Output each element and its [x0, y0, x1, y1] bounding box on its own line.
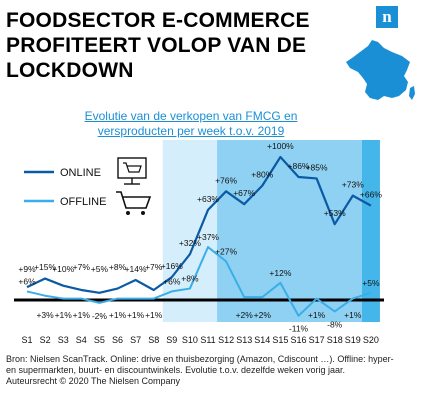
data-label: +1%	[308, 310, 326, 320]
source-footnote: Bron: Nielsen ScanTrack. Online: drive e…	[6, 354, 418, 387]
x-tick-label: S14	[254, 335, 270, 345]
x-tick-label: S5	[94, 335, 105, 345]
x-tick-label: S19	[345, 335, 361, 345]
data-label: +15%	[34, 262, 56, 272]
data-label: +53%	[324, 208, 346, 218]
data-label: +6%	[163, 276, 181, 286]
data-label: +7%	[145, 262, 163, 272]
cart-wheel	[126, 211, 130, 215]
shopping-cart-icon	[116, 191, 152, 209]
data-label: +16%	[161, 261, 183, 271]
x-tick-label: S17	[309, 335, 325, 345]
data-label: +10%	[52, 264, 74, 274]
page-title: FOODSECTOR E-COMMERCE PROFITEERT VOLOP V…	[6, 8, 336, 83]
lockdown-band	[361, 140, 380, 322]
data-label: +67%	[233, 188, 255, 198]
x-tick-label: S18	[327, 335, 343, 345]
chart-title-line: Evolutie van de verkopen van FMCG en	[84, 109, 298, 123]
data-label: +63%	[197, 194, 219, 204]
data-label: +2%	[254, 310, 272, 320]
data-label: +9%	[18, 264, 36, 274]
data-label: +3%	[36, 310, 54, 320]
x-tick-label: S20	[363, 335, 379, 345]
data-label: +80%	[251, 170, 273, 180]
data-label: +5%	[91, 264, 109, 274]
data-label: +32%	[179, 238, 201, 248]
data-label: +76%	[215, 175, 237, 185]
title-line: LOCKDOWN	[6, 59, 134, 82]
data-label: +37%	[197, 232, 219, 242]
data-label: +7%	[73, 262, 91, 272]
x-tick-label: S6	[112, 335, 123, 345]
footnote-line: Auteursrecht © 2020 The Nielsen Company	[6, 376, 181, 386]
series-line-online	[26, 155, 372, 294]
data-label: +8%	[109, 262, 127, 272]
chart-title-line: versproducten per week t.o.v. 2019	[97, 124, 285, 138]
x-tick-label: S8	[148, 335, 159, 345]
footnote-line: en supermarkten, buurt- en discountwinke…	[6, 365, 346, 375]
x-tick-label: S16	[290, 335, 306, 345]
x-tick-label: S3	[58, 335, 69, 345]
nielsen-logo: n	[376, 6, 398, 28]
data-label: +1%	[109, 310, 127, 320]
x-tick-label: S11	[200, 335, 215, 345]
data-label: -8%	[327, 319, 343, 329]
data-label: -2%	[92, 311, 108, 321]
legend-label-offline: OFFLINE	[60, 196, 106, 208]
x-tick-label: S13	[236, 335, 252, 345]
title-line: PROFITEERT VOLOP VAN DE	[6, 34, 307, 57]
computer-cart-icon	[117, 157, 147, 179]
footnote-line: Bron: Nielsen ScanTrack. Online: drive e…	[6, 354, 394, 364]
data-label: +1%	[145, 310, 163, 320]
data-label: +100%	[267, 141, 294, 151]
data-label: +85%	[306, 162, 328, 172]
data-label: +1%	[73, 310, 91, 320]
data-label: +2%	[236, 310, 254, 320]
data-label: -11%	[289, 324, 309, 334]
x-tick-label: S4	[76, 335, 87, 345]
data-label: +86%	[288, 161, 310, 171]
title-line: FOODSECTOR E-COMMERCE	[6, 9, 310, 32]
mini-cart-icon	[123, 162, 142, 173]
x-tick-label: S12	[218, 335, 234, 345]
cart-wheel	[141, 211, 145, 215]
chart-subtitle: Evolutie van de verkopen van FMCG en ver…	[0, 109, 382, 139]
data-label: +1%	[127, 310, 145, 320]
x-tick-label: S2	[40, 335, 51, 345]
legend-label-online: ONLINE	[60, 167, 101, 179]
data-label: +12%	[269, 268, 291, 278]
data-label: +6%	[18, 276, 36, 286]
x-tick-label: S9	[166, 335, 177, 345]
x-tick-label: S7	[130, 335, 141, 345]
x-tick-label: S1	[21, 335, 32, 345]
data-label: +1%	[344, 310, 362, 320]
data-label: +66%	[360, 190, 382, 200]
data-label: +5%	[362, 278, 380, 288]
data-label: +14%	[125, 264, 147, 274]
data-label: +73%	[342, 180, 364, 190]
x-tick-label: S15	[272, 335, 288, 345]
data-label: +8%	[181, 274, 199, 284]
lockdown-band	[162, 140, 218, 322]
series-line-offline	[26, 246, 372, 317]
x-tick-label: S10	[182, 335, 198, 345]
data-label: +27%	[215, 246, 237, 256]
data-label: +1%	[55, 310, 73, 320]
